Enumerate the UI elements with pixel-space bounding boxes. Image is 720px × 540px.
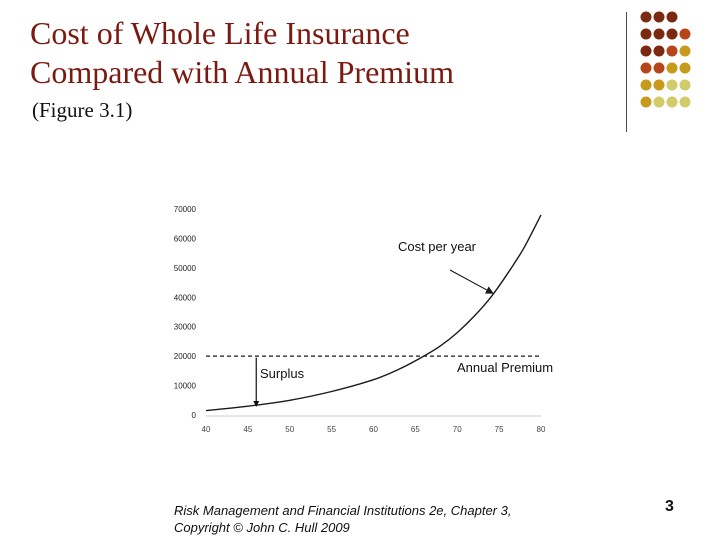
x-tick-label: 45 [243,425,252,434]
y-tick-label: 40000 [174,293,197,302]
x-tick-label: 55 [327,425,336,434]
decorative-dot [653,45,665,57]
decorative-dot [666,45,678,57]
x-tick-label: 75 [495,425,504,434]
decorative-dot [666,79,678,91]
decorative-dot [679,96,691,108]
y-tick-label: 30000 [174,323,197,332]
annotation-cost-per-year: Cost per year [398,239,477,254]
decorative-dot [653,28,665,40]
annotation-arrow-cost [449,269,494,294]
decorative-dot [679,28,691,40]
y-tick-label: 10000 [174,382,197,391]
title-line-2: Compared with Annual Premium [30,54,454,90]
decorative-dot [640,62,652,74]
decorative-dot [640,45,652,57]
decorative-dot [653,11,665,23]
decorative-dot [640,11,652,23]
decorative-dot [679,79,691,91]
decorative-dot [653,62,665,74]
decorative-dot [653,96,665,108]
page-number: 3 [665,498,674,515]
y-tick-label: 20000 [174,352,197,361]
footer-line-1: Risk Management and Financial Institutio… [174,503,512,518]
decorative-dot [679,45,691,57]
slide-title: Cost of Whole Life Insurance Compared wi… [30,14,454,92]
annotation-surplus: Surplus [260,366,305,381]
x-tick-label: 65 [411,425,420,434]
y-tick-label: 50000 [174,264,197,273]
surplus-arrowhead [253,401,260,407]
decorative-dot [653,79,665,91]
decorative-dot-grid [640,11,691,108]
decorative-dot [666,62,678,74]
x-tick-label: 60 [369,425,378,434]
y-tick-label: 70000 [174,205,197,214]
y-tick-label: 60000 [174,234,197,243]
footer-line-2: Copyright © John C. Hull 2009 [174,520,350,535]
decorative-dot [640,28,652,40]
y-tick-label: 0 [192,411,197,420]
decorative-dot [640,96,652,108]
figure-caption: (Figure 3.1) [32,98,133,122]
title-line-1: Cost of Whole Life Insurance [30,15,410,51]
decorative-dot [679,62,691,74]
x-tick-label: 70 [453,425,462,434]
decorative-dot [666,11,678,23]
decorative-dot [666,28,678,40]
x-tick-label: 50 [285,425,294,434]
x-tick-label: 40 [202,425,211,434]
divider-line [626,12,627,132]
decorative-dot [640,79,652,91]
series-line-cost-per-year [205,214,542,412]
x-tick-label: 80 [537,425,546,434]
decorative-dot [666,96,678,108]
slide-footer: Risk Management and Financial Institutio… [174,502,511,536]
annotation-annual-premium: Annual Premium [457,360,553,375]
